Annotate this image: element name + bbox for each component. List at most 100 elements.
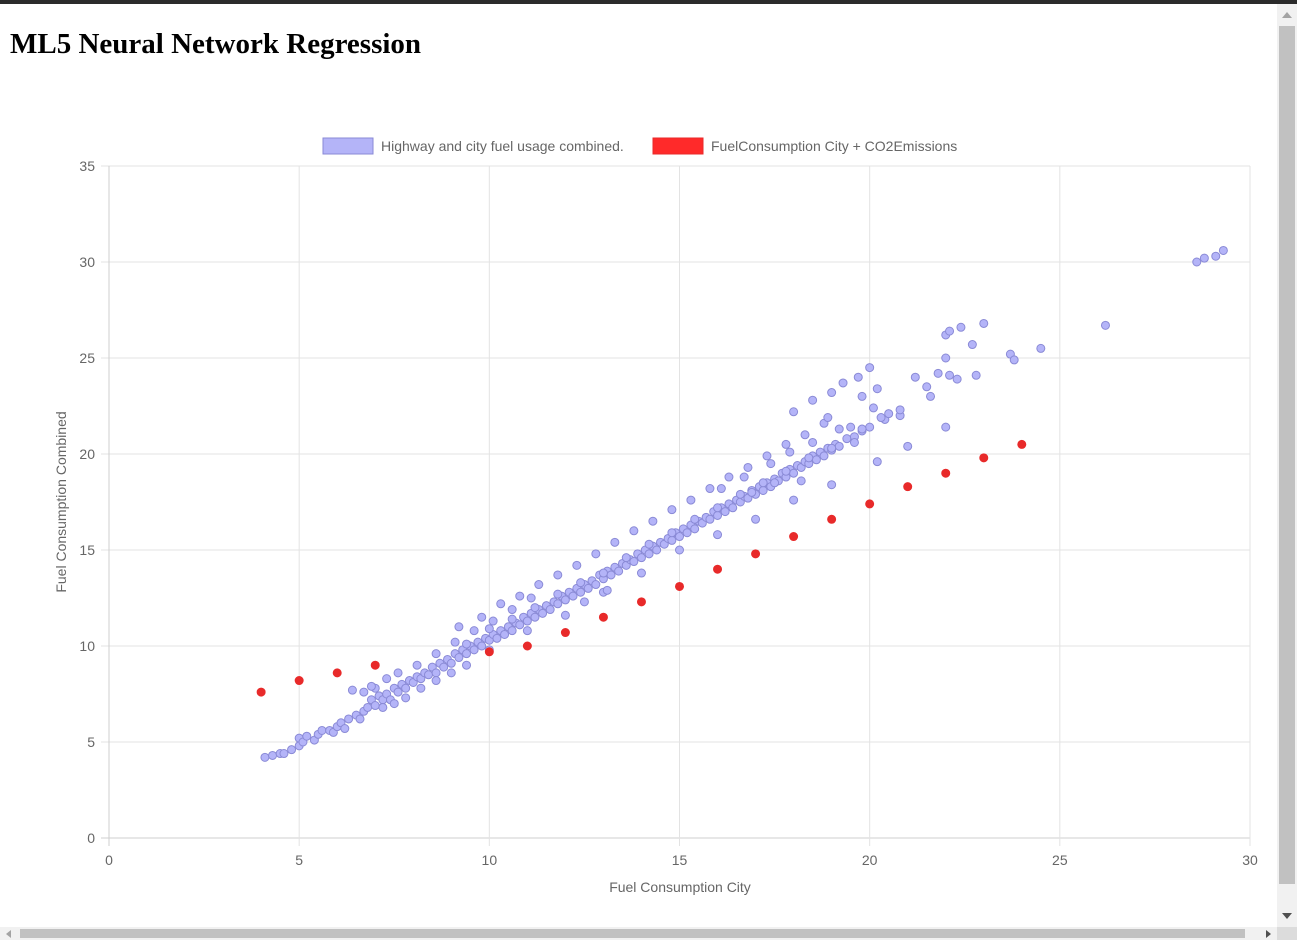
data-point-series-a[interactable] [526,593,536,603]
data-point-series-b[interactable] [827,514,837,524]
data-point-series-a[interactable] [279,749,289,759]
data-point-series-a[interactable] [268,750,278,760]
data-point-series-a[interactable] [636,553,646,563]
data-point-series-a[interactable] [644,539,654,549]
data-point-series-a[interactable] [340,724,350,734]
data-point-series-a[interactable] [344,714,354,724]
vertical-scrollbar[interactable] [1277,4,1297,927]
data-point-series-a[interactable] [553,570,563,580]
data-point-series-a[interactable] [922,382,932,392]
data-point-series-a[interactable] [781,466,791,476]
data-point-series-b[interactable] [789,532,799,542]
data-point-series-a[interactable] [728,503,738,513]
horizontal-scrollbar[interactable] [0,927,1277,940]
data-point-series-a[interactable] [785,447,795,457]
data-point-series-a[interactable] [389,699,399,709]
data-point-series-a[interactable] [808,437,818,447]
data-point-series-a[interactable] [606,570,616,580]
data-point-series-a[interactable] [576,578,586,588]
data-point-series-a[interactable] [1218,245,1228,255]
data-point-series-a[interactable] [462,639,472,649]
data-point-series-a[interactable] [1100,320,1110,330]
data-point-series-a[interactable] [507,626,517,636]
data-point-series-a[interactable] [857,391,867,401]
data-point-series-b[interactable] [294,676,304,686]
data-point-series-a[interactable] [926,391,936,401]
data-point-series-a[interactable] [560,610,570,620]
data-point-series-a[interactable] [758,478,768,488]
data-point-series-a[interactable] [393,668,403,678]
data-point-series-a[interactable] [686,495,696,505]
data-point-series-a[interactable] [393,687,403,697]
data-point-series-a[interactable] [834,424,844,434]
data-point-series-a[interactable] [808,395,818,405]
data-point-series-a[interactable] [469,645,479,655]
data-point-series-a[interactable] [530,603,540,613]
data-point-series-a[interactable] [431,676,441,686]
data-point-series-b[interactable] [713,564,723,574]
data-point-series-a[interactable] [598,568,608,578]
data-point-series-a[interactable] [865,422,875,432]
data-point-series-a[interactable] [747,487,757,497]
data-point-series-a[interactable] [629,557,639,567]
data-point-series-a[interactable] [716,484,726,494]
data-point-series-a[interactable] [370,701,380,711]
data-point-series-a[interactable] [842,434,852,444]
data-point-series-a[interactable] [439,662,449,672]
data-point-series-a[interactable] [827,480,837,490]
data-point-series-a[interactable] [872,384,882,394]
data-point-series-a[interactable] [667,505,677,515]
data-point-series-a[interactable] [431,668,441,678]
data-point-series-a[interactable] [477,641,487,651]
data-point-series-a[interactable] [713,530,723,540]
data-point-series-a[interactable] [811,455,821,465]
data-point-series-a[interactable] [363,702,373,712]
data-point-series-a[interactable] [560,595,570,605]
data-point-series-a[interactable] [1199,253,1209,263]
data-point-series-a[interactable] [876,413,886,423]
data-point-series-a[interactable] [454,622,464,632]
data-point-series-a[interactable] [1192,257,1202,267]
data-point-series-a[interactable] [446,658,456,668]
data-point-series-a[interactable] [454,653,464,663]
data-point-series-a[interactable] [545,605,555,615]
data-point-series-a[interactable] [945,326,955,336]
data-point-series-a[interactable] [853,372,863,382]
data-point-series-b[interactable] [484,647,494,657]
data-point-series-a[interactable] [705,484,715,494]
data-point-series-a[interactable] [713,503,723,513]
data-point-series-a[interactable] [530,612,540,622]
data-point-series-a[interactable] [602,585,612,595]
data-point-series-a[interactable] [553,599,563,609]
horizontal-scroll-thumb[interactable] [20,929,1245,938]
data-point-series-b[interactable] [903,482,913,492]
data-point-series-a[interactable] [823,413,833,423]
data-point-series-a[interactable] [629,526,639,536]
data-point-series-a[interactable] [910,372,920,382]
data-point-series-a[interactable] [796,476,806,486]
data-point-series-a[interactable] [762,451,772,461]
data-point-series-b[interactable] [1017,439,1027,449]
data-point-series-b[interactable] [256,687,266,697]
data-point-series-a[interactable] [952,374,962,384]
scroll-up-icon[interactable] [1282,12,1292,18]
legend-item-series-b[interactable]: FuelConsumption City + CO2Emissions [652,137,957,155]
data-point-series-a[interactable] [933,368,943,378]
data-point-series-a[interactable] [644,549,654,559]
data-point-series-a[interactable] [827,388,837,398]
data-point-series-a[interactable] [857,424,867,434]
data-point-series-a[interactable] [621,553,631,563]
data-point-series-a[interactable] [789,495,799,505]
data-point-series-a[interactable] [724,472,734,482]
data-point-series-a[interactable] [450,637,460,647]
data-point-series-a[interactable] [735,489,745,499]
data-point-series-a[interactable] [500,629,510,639]
data-point-series-b[interactable] [751,549,761,559]
data-point-series-a[interactable] [720,507,730,517]
data-point-series-a[interactable] [1009,355,1019,365]
data-point-series-a[interactable] [819,451,829,461]
data-point-series-a[interactable] [522,626,532,636]
scroll-right-icon[interactable] [1266,930,1271,938]
data-point-series-a[interactable] [789,468,799,478]
data-point-series-a[interactable] [378,702,388,712]
